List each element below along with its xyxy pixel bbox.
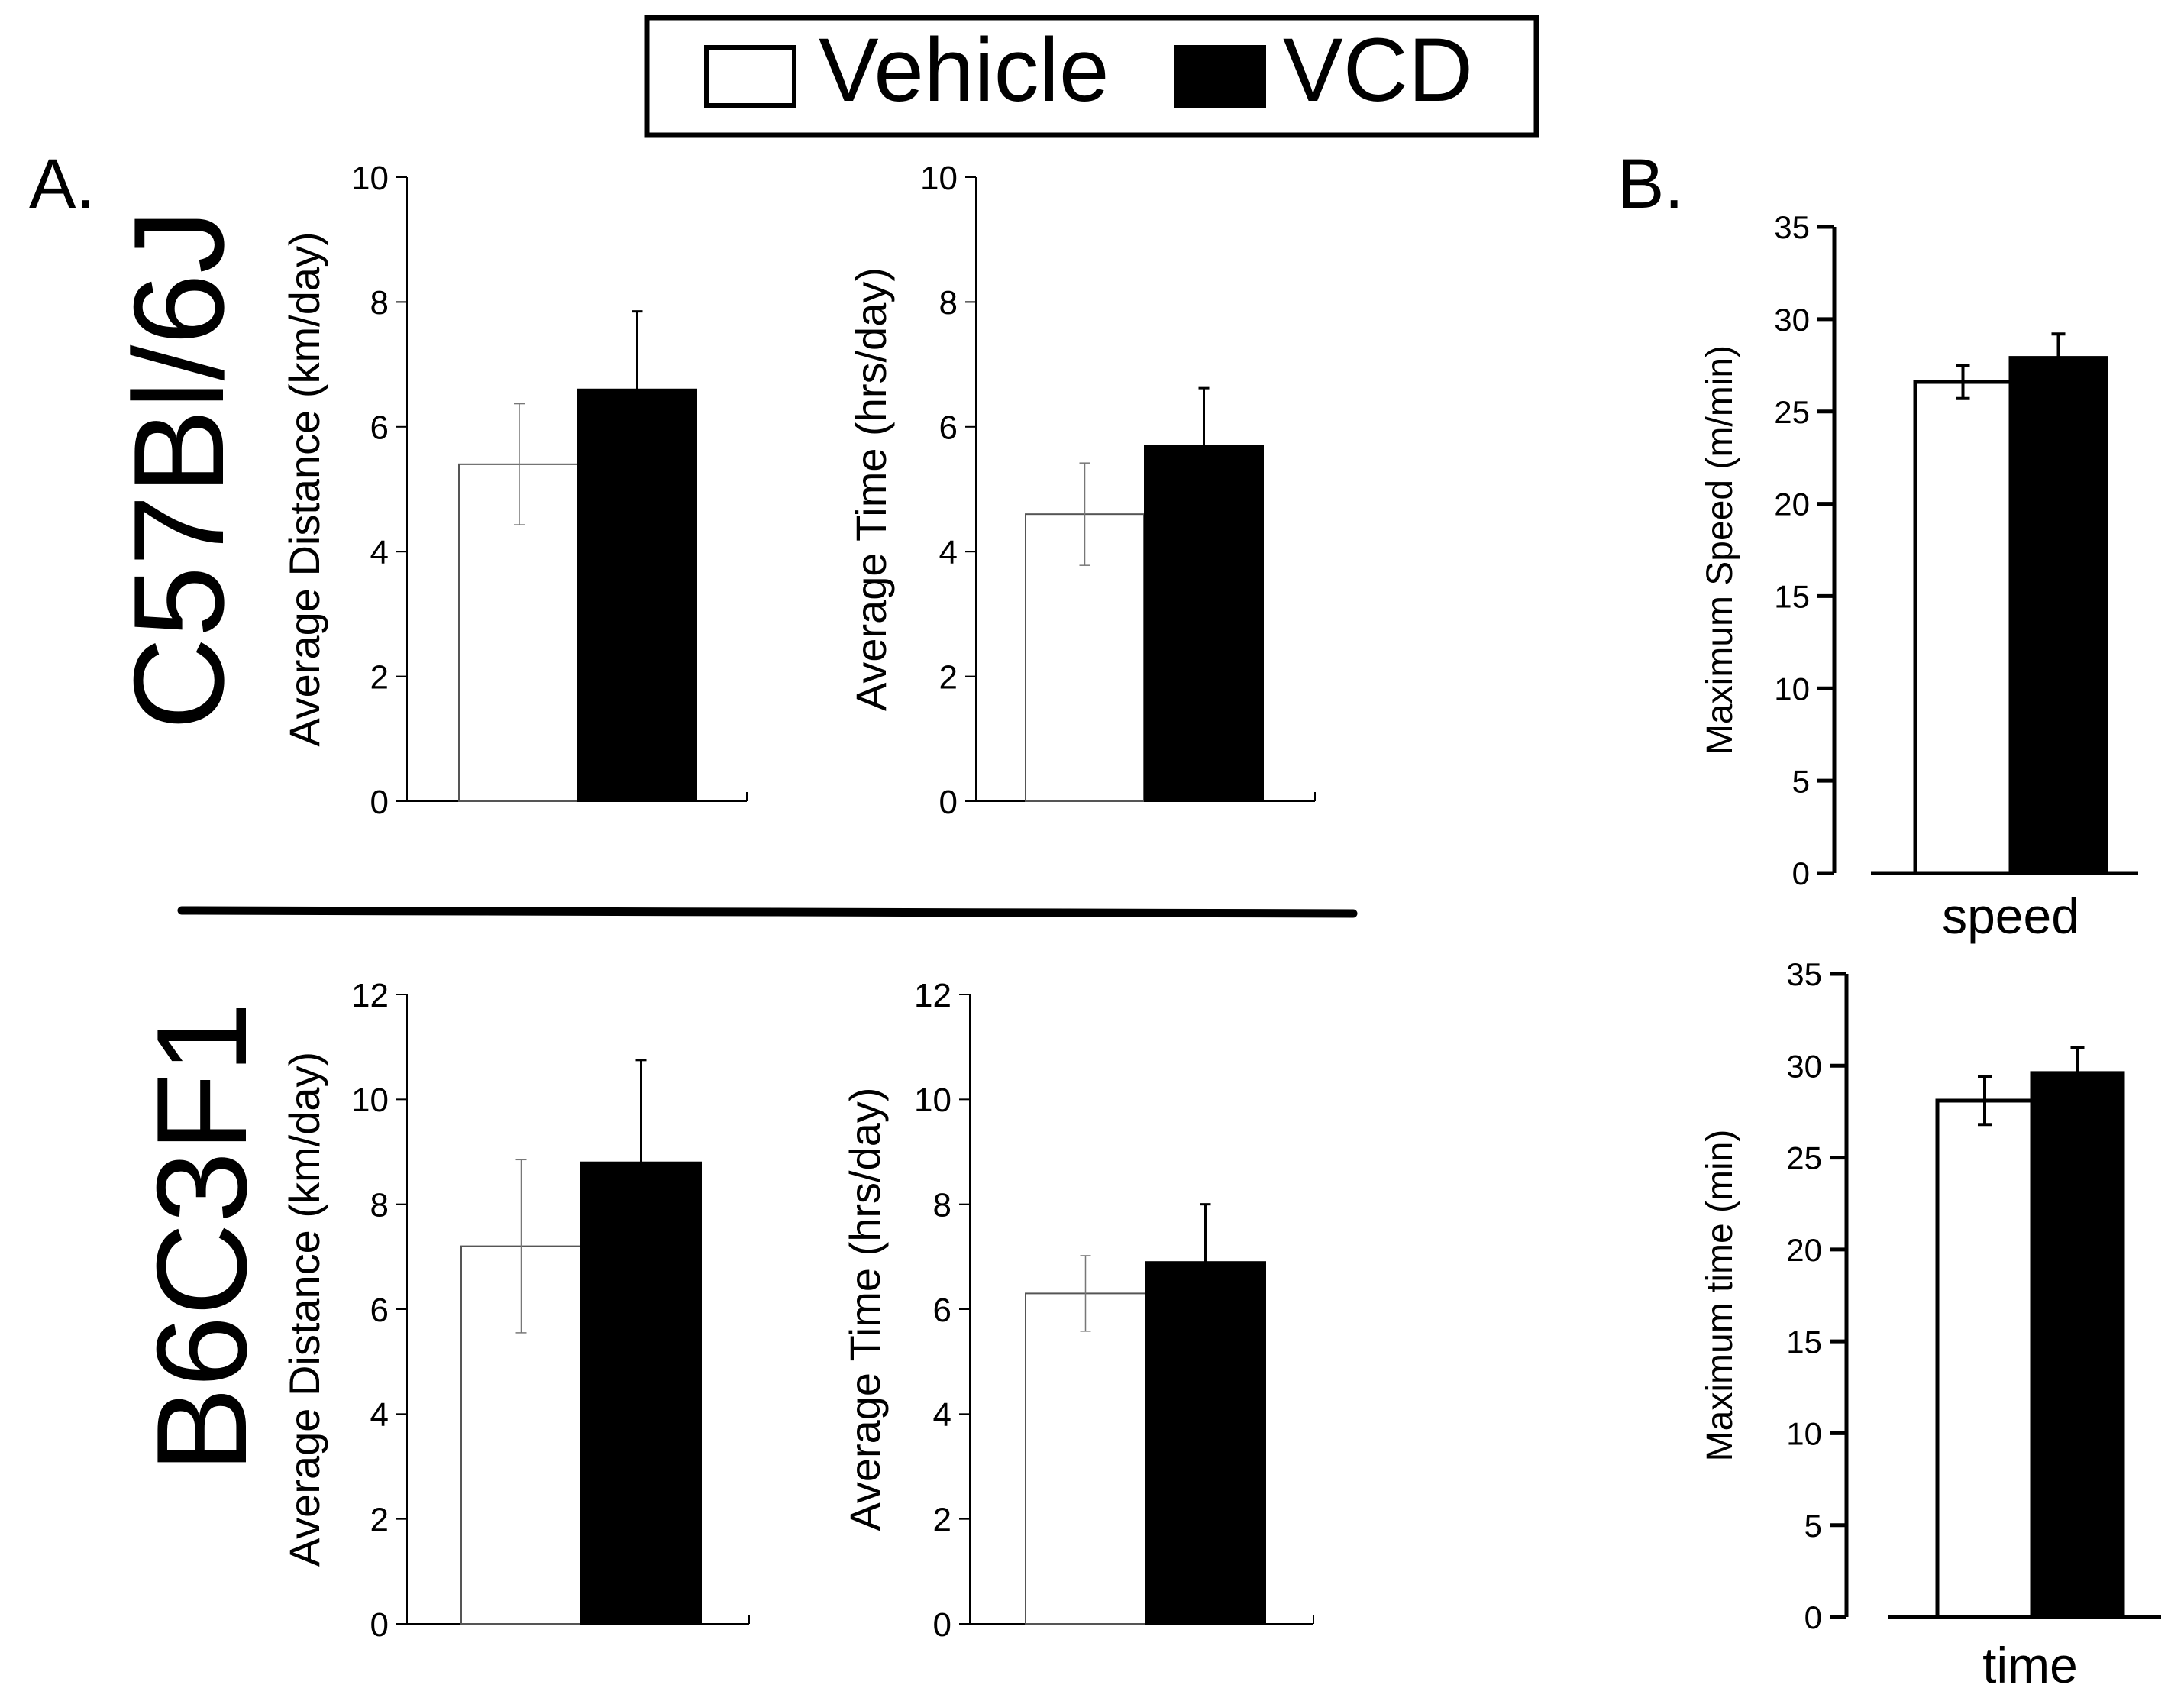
y-tick-label: 8: [370, 284, 389, 322]
y-tick-label: 0: [1792, 855, 1810, 891]
legend-swatch-vehicle: [704, 45, 796, 108]
y-tick-label: 6: [933, 1292, 951, 1329]
y-tick-label: 8: [933, 1187, 951, 1224]
y-tick-label: 4: [370, 1396, 389, 1434]
y-tick-label: 30: [1786, 1048, 1822, 1084]
y-tick-label: 20: [1774, 487, 1810, 522]
panel-label-b: B.: [1617, 145, 1684, 223]
bar-vehicle: [1025, 1292, 1146, 1625]
y-tick-label: 2: [370, 1502, 389, 1539]
panel-label-a: A.: [29, 145, 95, 223]
y-tick-label: 8: [939, 284, 958, 322]
y-axis-label: Average Distance (km/day): [280, 1052, 328, 1567]
y-tick-label: 0: [933, 1606, 951, 1644]
chart-b6-distance: 0 2 4 6 8 10 12 Average Distance (km/day): [280, 977, 750, 1644]
bar-vcd: [1144, 445, 1264, 802]
x-axis-label: speed: [1942, 888, 2079, 944]
y-tick-label: 10: [351, 1082, 389, 1119]
bar-vcd: [580, 1161, 702, 1625]
bar-vcd: [2008, 356, 2108, 875]
bar-vcd: [2030, 1071, 2125, 1619]
y-tick-label: 15: [1774, 579, 1810, 615]
chart-max-speed: 0 5 10 15 20 25 30 35 Maximum Speed (m/min) speed: [1700, 209, 2138, 944]
y-tick-label: 2: [370, 658, 389, 696]
legend-label-vehicle: Vehicle: [819, 20, 1110, 121]
y-axis-label: Maximum time (min): [1700, 1130, 1740, 1462]
y-tick-label: 6: [939, 409, 958, 447]
legend: Vehicle VCD: [644, 15, 1539, 138]
y-tick-label: 10: [914, 1082, 951, 1119]
y-tick-label: 10: [1774, 671, 1810, 707]
strain-label-b6: B6C3F1: [130, 1002, 273, 1473]
strain-label-c57: C57Bl/6J: [107, 209, 250, 730]
strain-divider: [177, 906, 1358, 918]
y-tick-label: 35: [1786, 956, 1822, 992]
y-tick-label: 6: [370, 1292, 389, 1329]
y-tick-label: 12: [914, 977, 951, 1014]
legend-label-vcd: VCD: [1283, 20, 1473, 121]
legend-swatch-vcd: [1174, 45, 1266, 108]
y-tick-label: 5: [1804, 1508, 1822, 1544]
chart-c57-distance: 0 2 4 6 8 10 Average Distance (km/day): [280, 160, 748, 821]
x-axis-label: time: [1982, 1637, 2078, 1693]
y-tick-label: 0: [1804, 1599, 1822, 1635]
y-tick-label: 5: [1792, 763, 1810, 799]
y-tick-label: 35: [1774, 209, 1810, 245]
y-tick-label: 20: [1786, 1232, 1822, 1268]
y-axis-label: Maximum Speed (m/min): [1700, 345, 1740, 755]
y-tick-label: 0: [939, 784, 958, 821]
y-tick-label: 2: [939, 658, 958, 696]
y-tick-label: 12: [351, 977, 389, 1014]
y-tick-label: 25: [1774, 394, 1810, 430]
y-tick-label: 2: [933, 1502, 951, 1539]
y-tick-label: 25: [1786, 1140, 1822, 1176]
y-tick-label: 4: [370, 534, 389, 571]
bar-vehicle: [1935, 1098, 2034, 1619]
y-tick-label: 10: [351, 160, 389, 197]
y-axis-label: Average Time (hrs/day): [841, 1088, 889, 1531]
y-tick-label: 10: [920, 160, 958, 197]
bar-vcd: [1145, 1261, 1266, 1625]
y-tick-label: 4: [939, 534, 958, 571]
y-tick-label: 0: [370, 1606, 389, 1644]
chart-max-time: 0 5 10 15 20 25 30 35 Maximum time (min) time: [1700, 956, 2161, 1693]
y-tick-label: 6: [370, 409, 389, 447]
y-axis-label: Average Time (hrs/day): [847, 267, 895, 711]
y-tick-label: 8: [370, 1187, 389, 1224]
chart-c57-time: 0 2 4 6 8 10 Average Time (hrs/day): [847, 160, 1316, 821]
y-tick-label: 10: [1786, 1416, 1822, 1452]
y-tick-label: 30: [1774, 302, 1810, 338]
y-tick-label: 0: [370, 784, 389, 821]
y-axis-label: Average Distance (km/day): [280, 231, 328, 746]
chart-b6-time: 0 2 4 6 8 10 12 Average Time (hrs/day): [841, 977, 1314, 1644]
y-tick-label: 4: [933, 1396, 951, 1434]
bar-vehicle: [1913, 380, 2013, 875]
bar-vcd: [577, 388, 697, 802]
y-tick-label: 15: [1786, 1324, 1822, 1360]
